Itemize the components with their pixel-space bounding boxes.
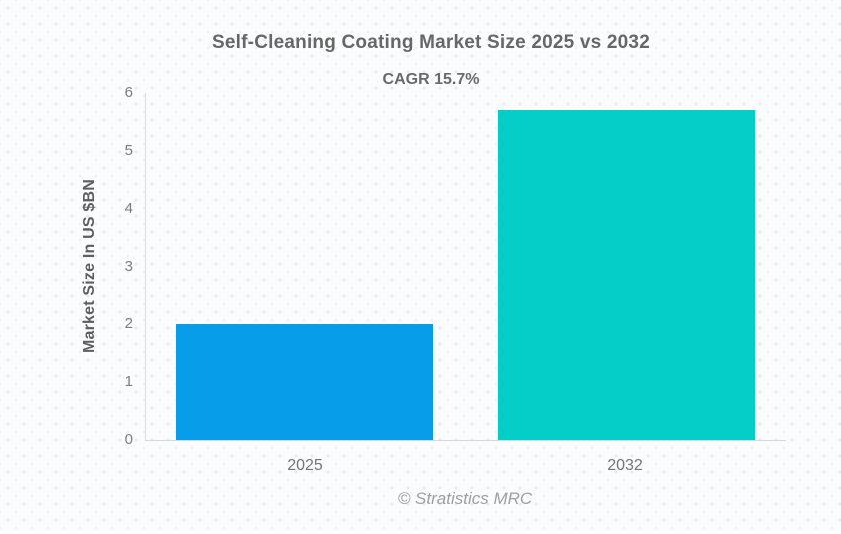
plot-area: 0 1 2 3 4 5 6: [125, 84, 786, 448]
y-tick-label: 2: [124, 315, 133, 333]
y-tick-label: 1: [124, 373, 133, 391]
bar-2032: [498, 110, 755, 440]
y-tick-label: 0: [124, 431, 133, 448]
chart-subtitle: CAGR 15.7%: [382, 71, 480, 88]
y-axis-title: Market Size In US $BN: [81, 178, 98, 354]
y-tick-label: 6: [124, 84, 133, 101]
y-tick-label: 3: [124, 257, 133, 275]
x-tick-label-2032: 2032: [607, 457, 643, 474]
bar-2025: [176, 324, 433, 440]
y-tick-label: 5: [124, 141, 133, 159]
x-tick-label-2025: 2025: [287, 457, 323, 474]
chart-title: Self-Cleaning Coating Market Size 2025 v…: [212, 32, 650, 53]
y-tick-label: 4: [124, 199, 133, 217]
source-attribution: © Stratistics MRC: [397, 489, 533, 508]
